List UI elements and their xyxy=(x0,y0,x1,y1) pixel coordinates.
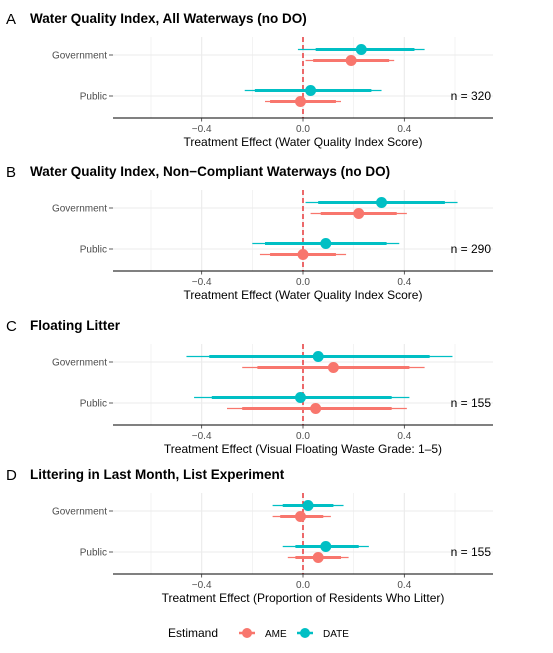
x-tick-label: −0.4 xyxy=(192,431,212,442)
point-estimate xyxy=(294,511,306,522)
panel-title: Littering in Last Month, List Experiment xyxy=(30,467,285,482)
point-estimate xyxy=(353,208,365,219)
panel-a: A Water Quality Index, All Waterways (no … xyxy=(6,11,493,149)
estimate-ame xyxy=(305,55,395,66)
panel-letter: B xyxy=(6,164,16,181)
estimate-ame xyxy=(227,403,407,414)
point-estimate xyxy=(305,85,317,96)
legend-items: AME DATE xyxy=(239,628,349,640)
point-estimate xyxy=(327,362,339,373)
point-estimate xyxy=(320,238,332,249)
x-tick-label: 0.4 xyxy=(397,124,411,135)
x-tick-label: 0.0 xyxy=(296,277,310,288)
point-estimate xyxy=(376,197,388,208)
estimate-ame xyxy=(259,249,347,260)
row-government: Government xyxy=(52,197,458,219)
point-estimate xyxy=(312,552,324,563)
legend-key-point xyxy=(242,628,252,638)
sample-size-label: n = 155 xyxy=(451,545,492,559)
x-tick-label: −0.4 xyxy=(192,277,212,288)
row-public: Public xyxy=(80,541,369,563)
x-axis-label: Treatment Effect (Water Quality Index Sc… xyxy=(184,288,423,302)
point-estimate xyxy=(302,500,314,511)
estimate-date xyxy=(194,392,410,403)
row-government: Government xyxy=(52,351,453,373)
estimate-ame xyxy=(265,96,341,107)
x-tick-label: 0.0 xyxy=(296,580,310,591)
panel-letter: C xyxy=(6,318,17,335)
x-tick-label: −0.4 xyxy=(192,124,212,135)
category-label: Public xyxy=(80,548,107,559)
point-estimate xyxy=(294,96,306,107)
x-tick-label: 0.0 xyxy=(296,124,310,135)
estimate-ame xyxy=(310,208,407,219)
sample-size-label: n = 155 xyxy=(451,396,492,410)
estimate-date xyxy=(297,44,425,55)
x-axis-label: Treatment Effect (Water Quality Index Sc… xyxy=(184,135,423,149)
estimate-date xyxy=(272,500,344,511)
legend-key-point xyxy=(300,628,310,638)
row-public: Public xyxy=(80,238,400,260)
point-estimate xyxy=(312,351,324,362)
legend-item-date: DATE xyxy=(297,628,349,640)
legend-label: AME xyxy=(265,629,287,640)
category-label: Public xyxy=(80,399,107,410)
estimate-date xyxy=(252,238,400,249)
sample-size-label: n = 320 xyxy=(451,89,492,103)
category-label: Public xyxy=(80,245,107,256)
panel-letter: A xyxy=(6,11,16,28)
point-estimate xyxy=(355,44,367,55)
panel-c: C Floating Litter Government Public n = 155 −… xyxy=(6,318,493,456)
sample-size-label: n = 290 xyxy=(451,242,492,256)
point-estimate xyxy=(310,403,322,414)
panel-title: Floating Litter xyxy=(30,318,121,333)
category-label: Public xyxy=(80,92,107,103)
row-government: Government xyxy=(52,500,344,522)
legend-title: Estimand xyxy=(168,626,218,640)
point-estimate xyxy=(297,249,309,260)
x-tick-label: 0.4 xyxy=(397,431,411,442)
panel-letter: D xyxy=(6,467,17,484)
category-label: Government xyxy=(52,51,107,62)
estimate-date xyxy=(282,541,369,552)
point-estimate xyxy=(320,541,332,552)
panel-d: D Littering in Last Month, List Experimen… xyxy=(6,467,493,605)
legend-label: DATE xyxy=(323,629,349,640)
row-public: Public xyxy=(80,85,382,107)
estimate-ame xyxy=(287,552,349,563)
x-axis-label: Treatment Effect (Proportion of Resident… xyxy=(162,591,445,605)
x-axis-label: Treatment Effect (Visual Floating Waste … xyxy=(164,442,442,456)
panel-title: Water Quality Index, Non−Compliant Water… xyxy=(30,164,390,179)
category-label: Government xyxy=(52,507,107,518)
row-government: Government xyxy=(52,44,425,66)
category-label: Government xyxy=(52,204,107,215)
panel-title: Water Quality Index, All Waterways (no D… xyxy=(30,11,307,26)
point-estimate xyxy=(294,392,306,403)
estimate-ame xyxy=(272,511,331,522)
category-label: Government xyxy=(52,358,107,369)
estimate-ame xyxy=(242,362,425,373)
x-tick-label: −0.4 xyxy=(192,580,212,591)
panel-b: B Water Quality Index, Non−Compliant Wate… xyxy=(6,164,493,302)
point-estimate xyxy=(345,55,357,66)
estimate-date xyxy=(186,351,453,362)
legend-item-ame: AME xyxy=(239,628,287,640)
x-tick-label: 0.4 xyxy=(397,580,411,591)
estimate-date xyxy=(244,85,382,96)
panels-group: A Water Quality Index, All Waterways (no … xyxy=(6,11,493,605)
x-tick-label: 0.0 xyxy=(296,431,310,442)
legend: Estimand AME DATE xyxy=(168,626,349,640)
row-public: Public xyxy=(80,392,410,414)
x-tick-label: 0.4 xyxy=(397,277,411,288)
estimate-date xyxy=(305,197,458,208)
